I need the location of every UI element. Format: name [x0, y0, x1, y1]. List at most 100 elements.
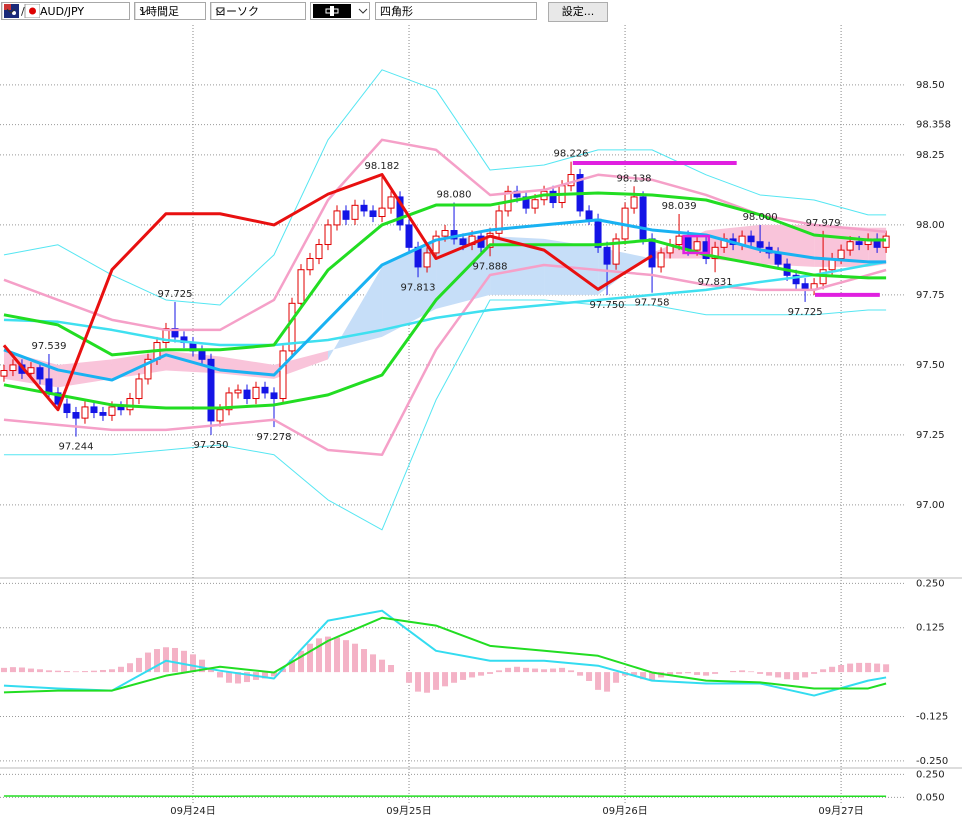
- candle-body: [135, 378, 143, 400]
- histogram-bar: [424, 672, 431, 693]
- candle-body: [639, 196, 647, 240]
- candle-body: [837, 249, 845, 260]
- histogram-bar: [487, 672, 494, 674]
- histogram-bar: [388, 665, 395, 673]
- candle-body: [792, 274, 800, 285]
- indicator-line: [3, 218, 887, 382]
- histogram-bar: [126, 663, 133, 673]
- svg-text:/: /: [21, 5, 25, 18]
- indicator-line: [3, 191, 887, 357]
- candle-body: [9, 364, 17, 372]
- histogram-bar: [757, 672, 764, 674]
- histogram-bar: [451, 672, 458, 683]
- dropdown-arrow: [211, 3, 225, 19]
- candle-body: [297, 269, 305, 304]
- indicator-line: [3, 260, 887, 347]
- drawing-tool-field[interactable]: 四角形: [375, 2, 537, 20]
- histogram-bar: [144, 652, 151, 673]
- histogram-bar: [243, 672, 250, 683]
- histogram-bar: [694, 672, 701, 675]
- candle-body: [711, 246, 719, 260]
- candle-body: [432, 235, 440, 254]
- candle-body: [378, 207, 386, 218]
- histogram-bar: [316, 638, 323, 673]
- histogram-bar: [838, 665, 845, 673]
- y-tick-label: 98.25: [916, 150, 945, 161]
- price-annotation: 97.758: [635, 298, 670, 309]
- histogram-bar: [99, 669, 106, 673]
- histogram-bar: [514, 666, 521, 673]
- histogram-bar: [568, 670, 575, 673]
- symbol-select[interactable]: / AUD/JPY: [1, 2, 130, 20]
- y-tick-label: 0.125: [916, 623, 945, 634]
- price-annotation: 98.080: [437, 190, 472, 201]
- timeframe-label: 1時間足: [139, 5, 179, 18]
- cloud-segment: [57, 359, 112, 388]
- histogram-bar: [667, 672, 674, 676]
- histogram-bar: [631, 672, 638, 675]
- histogram-bar: [135, 657, 142, 673]
- histogram-bar: [703, 672, 710, 676]
- histogram-bar: [523, 667, 530, 673]
- candle-body: [342, 210, 350, 220]
- cloud-segment: [382, 238, 437, 337]
- histogram-bar: [370, 654, 377, 673]
- settings-button[interactable]: 設定...: [548, 2, 608, 22]
- candle-body: [198, 350, 206, 360]
- candle-body: [234, 389, 242, 394]
- chart-type-label: ローソク: [215, 5, 259, 18]
- histogram-bar: [325, 636, 332, 673]
- candle-body: [162, 328, 170, 344]
- y-tick-label: 97.25: [916, 430, 945, 441]
- price-annotation: 97.725: [157, 289, 192, 300]
- y-tick-label: 0.050: [916, 792, 945, 803]
- histogram-bar: [712, 672, 719, 674]
- candle-body: [324, 224, 332, 246]
- price-annotation: 97.888: [473, 261, 508, 272]
- price-annotation: 97.278: [257, 432, 292, 443]
- histogram-bar: [198, 659, 205, 673]
- chart-type-select[interactable]: ローソク: [210, 2, 306, 20]
- histogram-bar: [280, 668, 287, 673]
- candle-body: [567, 174, 575, 187]
- histogram-bar: [865, 662, 872, 673]
- candle-body: [81, 406, 89, 419]
- candle-body: [396, 196, 404, 226]
- price-annotation: 97.750: [590, 300, 625, 311]
- histogram-bar: [162, 647, 169, 673]
- histogram-bar: [793, 672, 800, 680]
- y-tick-label: 98.358: [916, 120, 951, 131]
- y-tick-label: 0.250: [916, 769, 945, 780]
- candle-body: [693, 241, 701, 251]
- line-style-select[interactable]: [310, 2, 370, 20]
- histogram-bar: [298, 650, 305, 673]
- price-annotation: 97.979: [806, 218, 841, 229]
- histogram-bar: [352, 643, 359, 673]
- candle-body: [603, 246, 611, 265]
- histogram-bar: [685, 672, 692, 674]
- settings-label: 設定...: [561, 5, 595, 18]
- histogram-bar: [415, 672, 422, 692]
- candle-body: [333, 210, 341, 226]
- timeframe-select[interactable]: 1時間足: [134, 2, 206, 20]
- candle-body: [351, 204, 359, 220]
- histogram-bar: [847, 663, 854, 673]
- rectangle-drawing: [682, 234, 711, 255]
- histogram-bar: [225, 672, 232, 683]
- candle-body: [279, 350, 287, 400]
- histogram-bar: [802, 672, 809, 678]
- candle-body: [612, 238, 620, 265]
- histogram-bar: [604, 672, 611, 692]
- candle-body: [0, 370, 8, 377]
- candle-body: [63, 403, 71, 414]
- candle-body: [531, 199, 539, 209]
- histogram-bar: [676, 672, 683, 674]
- price-annotation: 98.039: [662, 201, 697, 212]
- candle-body: [495, 210, 503, 234]
- histogram-bar: [334, 637, 341, 673]
- histogram-bar: [234, 672, 241, 684]
- indicator-line: [3, 263, 887, 457]
- price-annotation: 97.244: [58, 442, 93, 453]
